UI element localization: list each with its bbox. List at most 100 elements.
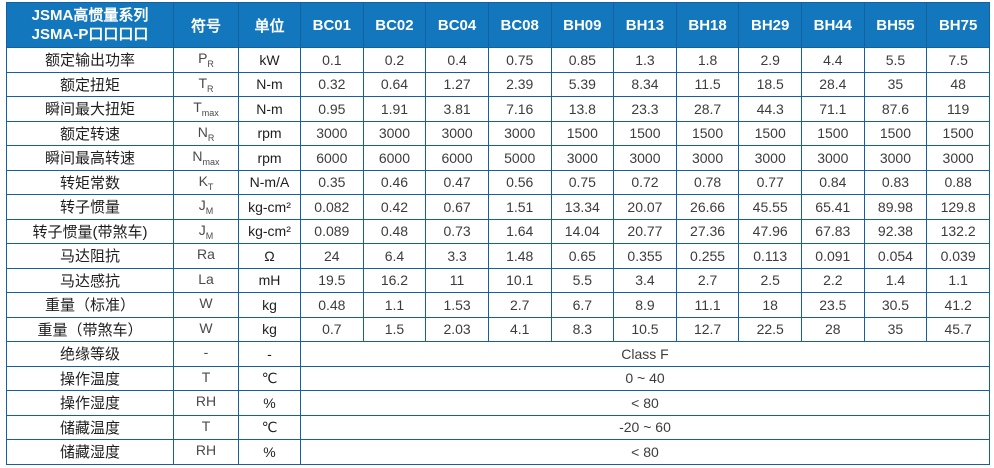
value-cell: 0.091 [801, 243, 865, 269]
span-row-2: 操作湿度 RH% < 80 [6, 390, 990, 416]
value-cell: 0.355 [613, 243, 677, 269]
value-cell: 2.39 [487, 71, 552, 97]
row-label: 绝缘等级 [6, 341, 174, 367]
row-symbol: PR [173, 47, 239, 73]
symbol-base: - [203, 344, 209, 361]
value-cell: 5.5 [550, 267, 615, 293]
row-unit: N-m [238, 71, 301, 97]
value-cell: 28.7 [675, 96, 740, 122]
row-label: 储藏温度 [6, 414, 174, 440]
model-column-header-bc01: BC01 [300, 2, 364, 48]
value-cell: 1.4 [863, 267, 928, 293]
row-label: 额定转速 [6, 120, 174, 146]
span-value-cell: < 80 [300, 439, 990, 465]
value-cell: 2.03 [425, 316, 489, 342]
value-cell: 5.39 [550, 71, 615, 97]
value-cell: 0.089 [300, 218, 364, 244]
symbol-base: P [198, 50, 208, 67]
value-cell: 30.5 [863, 292, 928, 318]
model-column-header-bh44: BH44 [801, 2, 865, 48]
series-title: JSMA高惯量系列 JSMA-P口口口口 [6, 2, 174, 48]
spec-row-8: 马达阻抗 Ra Ω 24 6.4 3.3 1.48 0.65 0.355 0.255 0.113 0.… [6, 243, 990, 269]
value-cell: 14.04 [550, 218, 615, 244]
value-cell: 23.5 [801, 292, 865, 318]
value-cell: 3000 [863, 145, 928, 171]
value-cell: 0.32 [300, 71, 364, 97]
symbol-base: La [198, 270, 214, 287]
value-cell: 3000 [425, 120, 489, 146]
value-cell: 20.07 [613, 194, 677, 220]
value-cell: 8.34 [613, 71, 677, 97]
unit-column-header: 单位 [238, 2, 301, 48]
row-unit: rpm [238, 120, 301, 146]
row-label: 储藏湿度 [6, 439, 174, 465]
row-label: 转子惯量 [6, 194, 174, 220]
model-column-header-bh29: BH29 [738, 2, 802, 48]
value-cell: 0.4 [425, 47, 489, 73]
motor-spec-table: JSMA高惯量系列 JSMA-P口口口口 符号 单位 BC01 BC02 BC04 B… [6, 2, 990, 465]
symbol-subscript: R [207, 132, 215, 143]
value-cell: 28 [801, 316, 865, 342]
value-cell: 1500 [863, 120, 928, 146]
row-unit: ℃ [238, 414, 301, 440]
spec-row-9: 马达感抗 La mH 19.5 16.2 11 10.1 5.5 3.4 2.7 2.5 2.2 1.4… [6, 267, 990, 293]
row-label: 额定扭矩 [6, 71, 174, 97]
value-cell: 129.8 [926, 194, 990, 220]
row-symbol: Tmax [173, 96, 239, 122]
value-cell: 1500 [613, 120, 677, 146]
row-label: 瞬间最大扭矩 [6, 96, 174, 122]
symbol-subscript: M [205, 206, 214, 217]
value-cell: 1.3 [613, 47, 677, 73]
spec-row-0: 额定输出功率 PR kW 0.1 0.2 0.4 0.75 0.85 1.3 1.8 2.9 4.4 5… [6, 47, 990, 73]
row-symbol: NR [173, 120, 239, 146]
value-cell: 10.1 [487, 267, 552, 293]
symbol-subscript: R [207, 59, 214, 70]
value-cell: 67.83 [801, 218, 865, 244]
value-cell: 0.35 [300, 169, 364, 195]
value-cell: 5000 [487, 145, 552, 171]
value-cell: 0.082 [300, 194, 364, 220]
value-cell: 3.4 [613, 267, 677, 293]
value-cell: 1.1 [362, 292, 427, 318]
value-cell: 0.83 [863, 169, 928, 195]
symbol-subscript: max [202, 157, 220, 168]
value-cell: 1.48 [487, 243, 552, 269]
symbol-base: J [198, 221, 206, 238]
value-cell: 7.5 [926, 47, 990, 73]
header-row: JSMA高惯量系列 JSMA-P口口口口 符号 单位 BC01 BC02 BC04 B… [6, 2, 990, 48]
row-unit: rpm [238, 145, 301, 171]
symbol-base: RH [195, 442, 217, 459]
spec-table-body: 额定输出功率 PR kW 0.1 0.2 0.4 0.75 0.85 1.3 1.8 2.9 4.4 5… [6, 47, 990, 465]
value-cell: 18 [738, 292, 802, 318]
row-symbol: RH [173, 390, 239, 416]
symbol-subscript: M [205, 230, 214, 241]
value-cell: 6000 [300, 145, 364, 171]
model-column-header-bh55: BH55 [863, 2, 928, 48]
value-cell: 11.5 [675, 71, 740, 97]
row-unit: % [238, 390, 301, 416]
value-cell: 0.42 [362, 194, 427, 220]
row-symbol: JM [173, 194, 239, 220]
series-title-line2: JSMA-P口口口口 [31, 26, 149, 43]
value-cell: 3000 [550, 145, 615, 171]
span-value-cell: 0 ~ 40 [300, 365, 990, 391]
value-cell: 132.2 [926, 218, 990, 244]
symbol-subscript: max [201, 108, 219, 119]
row-label: 重量（标准） [6, 292, 174, 318]
value-cell: 18.5 [738, 71, 802, 97]
symbol-base: RH [195, 393, 217, 410]
symbol-base: N [197, 123, 208, 140]
symbol-column-header: 符号 [173, 2, 239, 48]
value-cell: 0.039 [926, 243, 990, 269]
value-cell: 2.7 [487, 292, 552, 318]
value-cell: 3000 [675, 145, 740, 171]
row-unit: N-m [238, 96, 301, 122]
row-label: 操作湿度 [6, 390, 174, 416]
row-unit: kg-cm² [238, 218, 301, 244]
value-cell: 45.55 [738, 194, 802, 220]
value-cell: 65.41 [801, 194, 865, 220]
value-cell: 3000 [926, 145, 990, 171]
value-cell: 3000 [362, 120, 427, 146]
value-cell: 1500 [926, 120, 990, 146]
value-cell: 3000 [487, 120, 552, 146]
